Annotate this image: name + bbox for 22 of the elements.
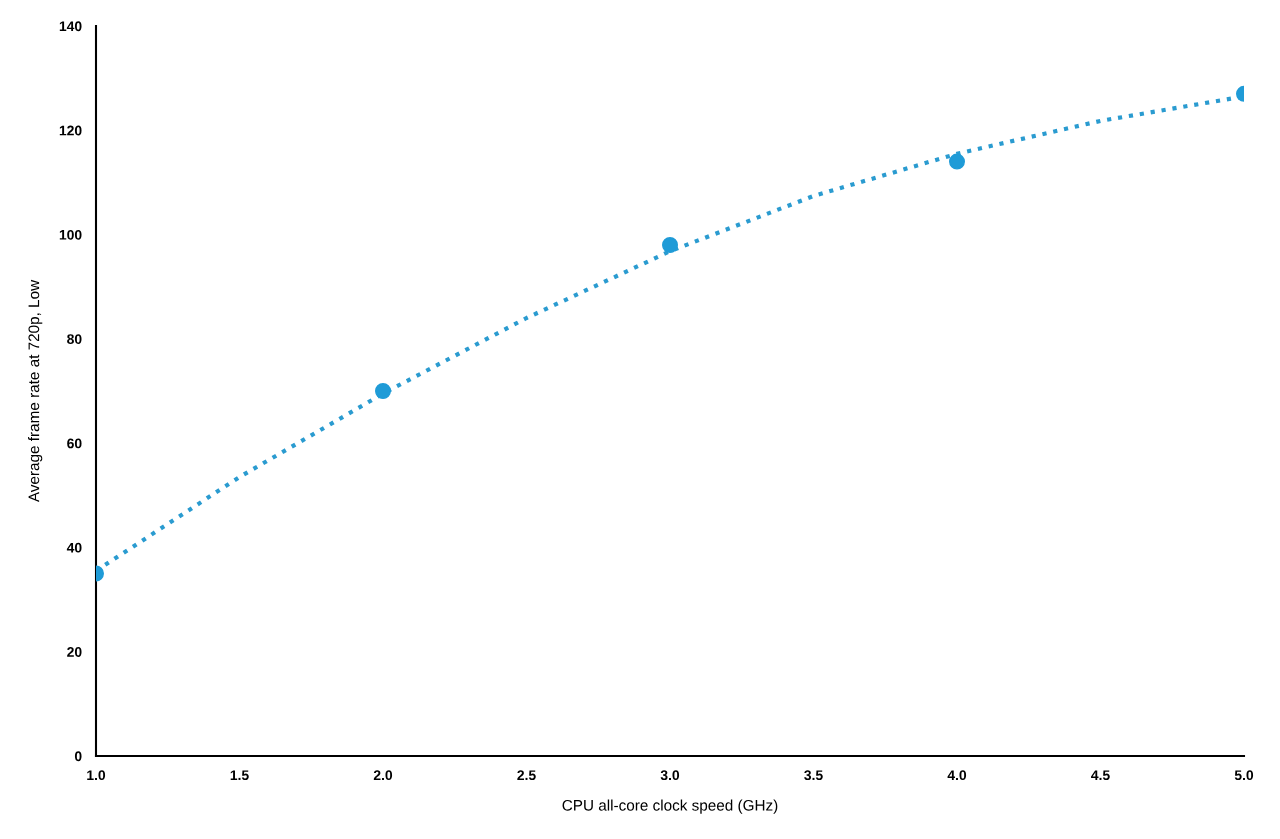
x-tick-label: 2.5 bbox=[517, 770, 536, 781]
x-tick-label: 3.5 bbox=[804, 770, 823, 781]
point bbox=[949, 153, 965, 170]
y-tick-label: 60 bbox=[67, 438, 82, 449]
y-tick-label: 100 bbox=[59, 229, 82, 240]
x-axis-title: CPU all-core clock speed (GHz) bbox=[562, 799, 778, 814]
x-tick-label: 1.5 bbox=[230, 770, 249, 781]
y-tick-label: 120 bbox=[59, 125, 82, 136]
x-tick-label: 4.0 bbox=[947, 770, 967, 781]
point bbox=[662, 237, 678, 253]
x-tick-label: 4.5 bbox=[1091, 770, 1110, 781]
x-tick-label: 3.0 bbox=[660, 770, 680, 781]
x-tick-label: 2.0 bbox=[373, 770, 393, 781]
point bbox=[375, 383, 391, 399]
y-tick-label: 20 bbox=[67, 647, 82, 657]
y-axis-title: Average frame rate at 720p, Low bbox=[28, 279, 43, 503]
x-tick-label: 5.0 bbox=[1234, 770, 1254, 781]
x-tick-label: 1.0 bbox=[87, 770, 106, 781]
y-tick-label: 80 bbox=[67, 334, 82, 345]
y-tick-label: 0 bbox=[74, 751, 82, 762]
y-tick-label: 40 bbox=[66, 542, 82, 553]
y-tick-label: 140 bbox=[59, 21, 82, 32]
